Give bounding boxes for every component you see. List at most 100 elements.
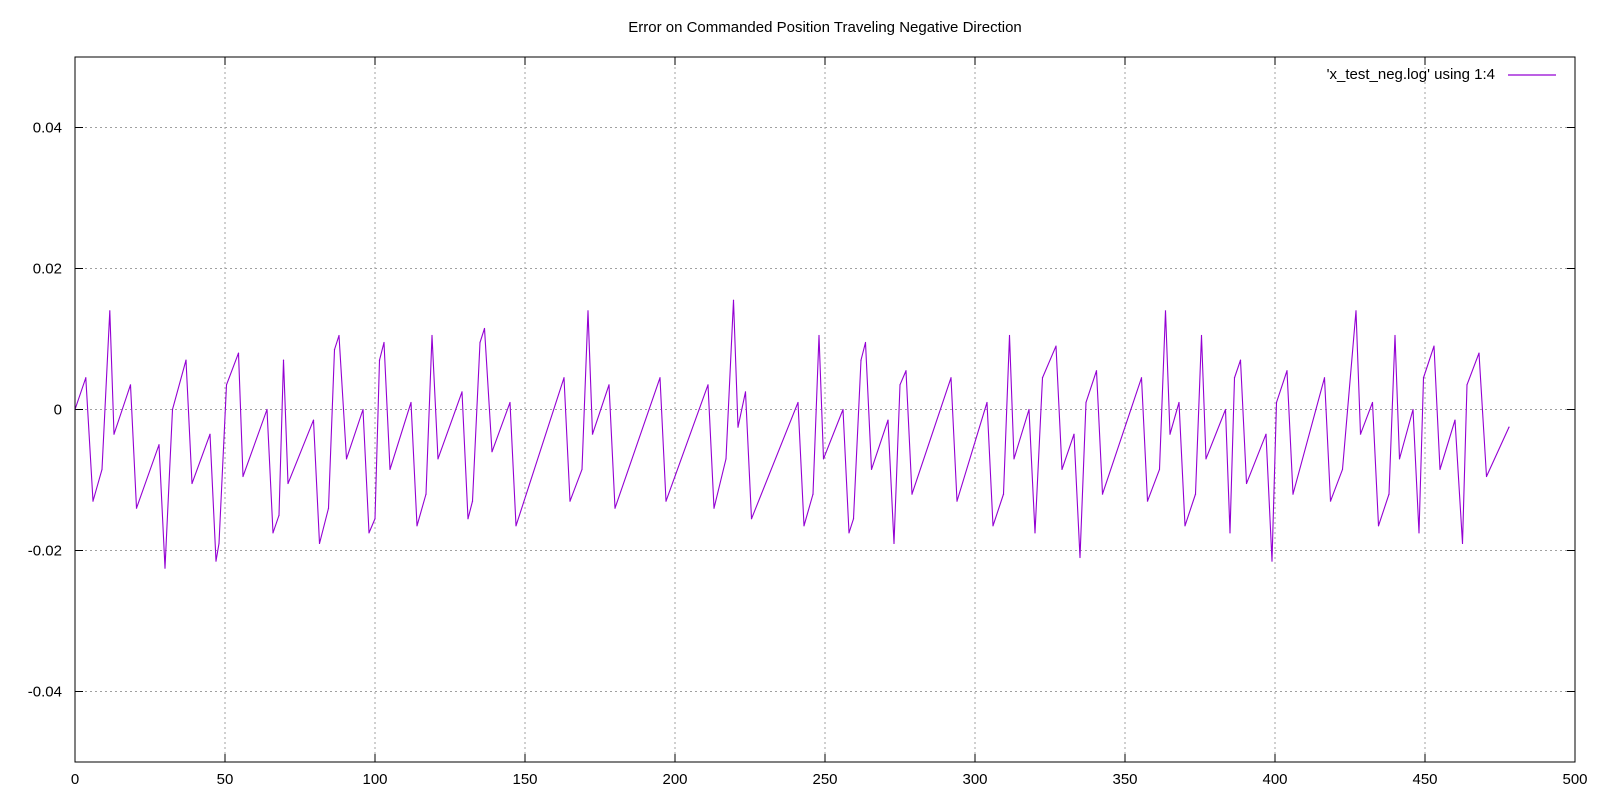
x-tick-label: 200 bbox=[662, 771, 687, 788]
data-point bbox=[1394, 334, 1396, 337]
data-point bbox=[215, 560, 217, 562]
data-point bbox=[1485, 475, 1488, 478]
data-point bbox=[410, 401, 412, 404]
x-tick-label: 450 bbox=[1412, 771, 1437, 788]
x-tick-label: 350 bbox=[1112, 771, 1137, 788]
data-point bbox=[1508, 426, 1510, 428]
data-point bbox=[471, 500, 474, 502]
data-point bbox=[368, 532, 370, 534]
data-point bbox=[1265, 433, 1267, 435]
x-tick-label: 100 bbox=[362, 771, 387, 788]
data-point bbox=[191, 482, 193, 485]
data-point bbox=[1329, 500, 1332, 502]
data-point bbox=[864, 341, 867, 344]
plot-frame bbox=[74, 56, 1576, 763]
data-point bbox=[1013, 458, 1015, 460]
data-point bbox=[1028, 408, 1030, 411]
data-point bbox=[109, 310, 111, 312]
y-tick-label: -0.02 bbox=[28, 543, 62, 560]
data-point bbox=[911, 493, 913, 495]
data-point bbox=[1101, 493, 1104, 495]
data-point bbox=[1388, 493, 1390, 495]
x-tick-label: 50 bbox=[217, 771, 234, 788]
data-point bbox=[1461, 542, 1464, 545]
data-point bbox=[1275, 401, 1278, 404]
data-point bbox=[1229, 532, 1231, 534]
data-point bbox=[608, 384, 610, 386]
data-point bbox=[1478, 352, 1480, 354]
data-point bbox=[1073, 433, 1075, 435]
y-tick-label: -0.04 bbox=[28, 684, 62, 701]
data-point bbox=[614, 507, 616, 509]
y-tick-label: 0.04 bbox=[33, 120, 62, 137]
data-point bbox=[278, 514, 280, 516]
legend-label: 'x_test_neg.log' using 1:4 bbox=[1327, 66, 1495, 83]
y-tick-label: 0 bbox=[54, 402, 62, 419]
data-point bbox=[158, 444, 160, 446]
x-tick-label: 400 bbox=[1262, 771, 1287, 788]
data-point bbox=[870, 468, 873, 471]
data-point bbox=[1271, 560, 1273, 562]
data-point bbox=[491, 451, 493, 453]
data-point bbox=[1433, 345, 1435, 347]
data-point bbox=[1002, 493, 1005, 495]
data-point bbox=[345, 458, 348, 460]
data-point bbox=[1341, 468, 1344, 471]
data-point bbox=[1061, 468, 1063, 471]
data-point bbox=[1008, 334, 1011, 337]
data-point bbox=[852, 518, 855, 520]
data-point bbox=[225, 384, 228, 386]
data-point bbox=[362, 408, 364, 411]
data-point bbox=[431, 334, 433, 337]
data-point bbox=[101, 468, 103, 471]
data-point bbox=[287, 482, 289, 485]
data-point bbox=[893, 542, 895, 545]
data-point bbox=[242, 475, 244, 478]
data-point bbox=[92, 500, 94, 502]
data-point bbox=[374, 518, 376, 520]
data-point bbox=[950, 377, 952, 379]
data-point bbox=[986, 401, 988, 404]
data-point bbox=[113, 433, 115, 435]
data-point bbox=[713, 507, 715, 509]
data-point bbox=[1323, 377, 1326, 379]
data-point bbox=[1233, 377, 1236, 379]
data-point bbox=[1245, 482, 1248, 485]
data-point bbox=[1398, 458, 1401, 460]
data-point bbox=[164, 567, 166, 569]
data-point bbox=[1085, 401, 1087, 404]
x-tick-label: 300 bbox=[962, 771, 987, 788]
data-point bbox=[587, 310, 589, 312]
data-point bbox=[461, 391, 463, 393]
data-point bbox=[1422, 377, 1425, 379]
data-point bbox=[1412, 408, 1414, 411]
data-point bbox=[1359, 433, 1362, 435]
data-point bbox=[237, 352, 240, 354]
data-point bbox=[378, 359, 381, 361]
data-point bbox=[563, 377, 565, 379]
data-point bbox=[818, 334, 820, 337]
data-point bbox=[848, 532, 850, 534]
data-point bbox=[467, 518, 469, 520]
chart-title: Error on Commanded Position Traveling Ne… bbox=[628, 19, 1022, 36]
data-point bbox=[1200, 334, 1203, 337]
data-point bbox=[842, 408, 844, 411]
data-point bbox=[416, 525, 418, 527]
data-point bbox=[338, 334, 340, 337]
data-point bbox=[956, 500, 958, 502]
data-point bbox=[750, 518, 753, 520]
data-point bbox=[389, 468, 391, 471]
data-point bbox=[1169, 433, 1171, 435]
x-tick-label: 150 bbox=[512, 771, 537, 788]
data-point bbox=[992, 525, 994, 527]
label-layer: 0 50 100 150 200 250 300 350 400 450 500 -0.04 -0.02… bbox=[28, 120, 1588, 789]
data-point bbox=[899, 384, 901, 386]
x-tick-label: 500 bbox=[1562, 771, 1587, 788]
data-point bbox=[218, 542, 220, 545]
data-point bbox=[1466, 384, 1468, 386]
data-point bbox=[437, 458, 439, 460]
data-point bbox=[483, 327, 486, 330]
data-point bbox=[744, 391, 747, 393]
data-point bbox=[1439, 468, 1441, 471]
